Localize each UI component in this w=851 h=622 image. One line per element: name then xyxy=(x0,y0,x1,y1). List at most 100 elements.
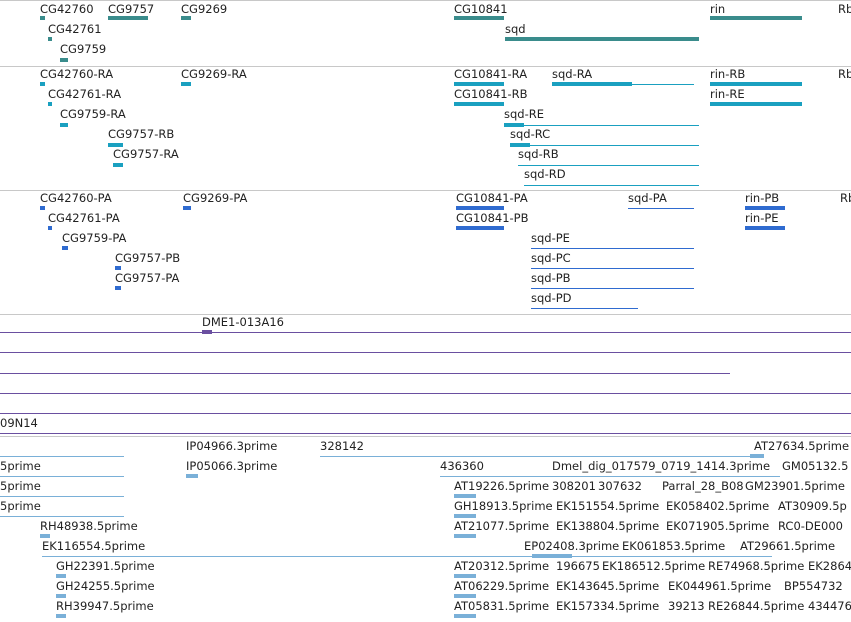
mrna-glyph[interactable] xyxy=(530,145,699,146)
mrna-glyph[interactable] xyxy=(518,165,699,166)
est-label[interactable]: GM05132.5 xyxy=(782,459,849,473)
est-glyph[interactable] xyxy=(0,476,124,477)
protein-label[interactable]: CG9757-PB xyxy=(115,251,181,265)
est-label[interactable]: 39213 xyxy=(668,599,705,613)
est-glyph[interactable] xyxy=(56,594,66,598)
est-label[interactable]: 196675 xyxy=(556,559,600,573)
est-label[interactable]: EK2864 xyxy=(808,559,851,573)
protein-glyph[interactable] xyxy=(628,208,694,209)
protein-label[interactable]: Rb xyxy=(840,191,851,205)
gene-label[interactable]: sqd xyxy=(505,22,526,36)
est-glyph[interactable] xyxy=(454,574,476,578)
est-label[interactable]: AT20312.5prime xyxy=(454,559,550,573)
protein-label[interactable]: CG42761-PA xyxy=(48,211,120,225)
est-label[interactable]: 5prime xyxy=(0,459,41,473)
mrna-label[interactable]: Rb xyxy=(838,67,851,81)
protein-label[interactable]: sqd-PA xyxy=(628,191,667,205)
est-glyph[interactable] xyxy=(0,516,124,517)
protein-glyph[interactable] xyxy=(531,248,694,249)
protein-label[interactable]: rin-PE xyxy=(745,211,779,225)
est-label[interactable]: AT19226.5prime xyxy=(454,479,550,493)
bac-glyph[interactable] xyxy=(0,373,730,374)
est-glyph[interactable] xyxy=(0,456,124,457)
est-label[interactable]: AT29661.5prime xyxy=(740,539,836,553)
mrna-glyph[interactable] xyxy=(108,143,123,147)
bac-glyph[interactable] xyxy=(0,433,851,434)
protein-glyph[interactable] xyxy=(531,308,638,309)
bac-glyph[interactable] xyxy=(0,413,851,414)
protein-glyph[interactable] xyxy=(745,226,785,230)
protein-label[interactable]: CG9759-PA xyxy=(62,231,127,245)
mrna-glyph[interactable] xyxy=(632,84,694,85)
est-glyph[interactable] xyxy=(532,554,572,558)
bac-label[interactable]: 09N14 xyxy=(0,416,38,430)
est-glyph[interactable] xyxy=(56,574,66,578)
est-label[interactable]: EP02408.3prime xyxy=(524,539,620,553)
gene-glyph[interactable] xyxy=(48,37,52,41)
est-label[interactable]: Parral_28_B08 xyxy=(662,479,744,493)
est-label[interactable]: 5prime xyxy=(0,499,41,513)
mrna-label[interactable]: rin-RB xyxy=(710,67,746,81)
protein-glyph[interactable] xyxy=(183,206,191,210)
est-glyph[interactable] xyxy=(320,456,760,457)
est-label[interactable]: EK071905.5prime xyxy=(666,519,770,533)
gene-label[interactable]: CG9759 xyxy=(60,42,107,56)
est-label[interactable]: 434476 xyxy=(808,599,851,613)
est-glyph[interactable] xyxy=(572,556,772,557)
gene-glyph[interactable] xyxy=(505,37,699,41)
mrna-label[interactable]: CG42760-RA xyxy=(40,67,114,81)
est-glyph[interactable] xyxy=(40,534,50,538)
mrna-label[interactable]: CG10841-RB xyxy=(454,87,528,101)
est-label[interactable]: RC0-DE000 xyxy=(778,519,843,533)
protein-label[interactable]: sqd-PC xyxy=(531,251,571,265)
est-label[interactable]: EK151554.5prime xyxy=(556,499,660,513)
est-label[interactable]: 436360 xyxy=(440,459,484,473)
est-glyph[interactable] xyxy=(56,614,66,618)
bac-glyph[interactable] xyxy=(0,393,851,394)
est-label[interactable]: EK116554.5prime xyxy=(42,539,146,553)
est-glyph[interactable] xyxy=(750,454,764,458)
mrna-glyph[interactable] xyxy=(181,82,191,86)
est-label[interactable]: IP05066.3prime xyxy=(186,459,278,473)
est-label[interactable]: GH24255.5prime xyxy=(56,579,155,593)
mrna-label[interactable]: rin-RE xyxy=(710,87,745,101)
est-label[interactable]: RH48938.5prime xyxy=(40,519,138,533)
protein-glyph[interactable] xyxy=(456,226,504,230)
mrna-glyph[interactable] xyxy=(40,82,45,86)
protein-label[interactable]: CG10841-PA xyxy=(456,191,528,205)
protein-glyph[interactable] xyxy=(531,288,694,289)
est-glyph[interactable] xyxy=(440,476,780,477)
gene-label[interactable]: CG42760 xyxy=(40,2,94,16)
mrna-glyph[interactable] xyxy=(552,82,632,86)
est-glyph[interactable] xyxy=(0,496,124,497)
est-label[interactable]: EK138804.5prime xyxy=(556,519,660,533)
gene-label[interactable]: Rb xyxy=(838,2,851,16)
est-glyph[interactable] xyxy=(186,474,198,478)
protein-glyph[interactable] xyxy=(48,226,52,230)
est-label[interactable]: EK044961.5prime xyxy=(668,579,772,593)
est-label[interactable]: 5prime xyxy=(0,479,41,493)
protein-label[interactable]: CG9269-PA xyxy=(183,191,248,205)
protein-label[interactable]: sqd-PE xyxy=(531,231,570,245)
gene-label[interactable]: CG9269 xyxy=(181,2,228,16)
protein-glyph[interactable] xyxy=(115,266,121,270)
est-glyph[interactable] xyxy=(454,514,476,518)
est-label[interactable]: EK186512.5prime xyxy=(602,559,706,573)
bac-glyph[interactable] xyxy=(202,330,212,334)
est-label[interactable]: GH22391.5prime xyxy=(56,559,155,573)
mrna-glyph[interactable] xyxy=(48,102,52,106)
mrna-glyph[interactable] xyxy=(454,82,504,86)
est-label[interactable]: EK061853.5prime xyxy=(622,539,726,553)
gene-label[interactable]: CG42761 xyxy=(48,22,102,36)
bac-glyph[interactable] xyxy=(0,332,851,333)
est-label[interactable]: EK058402.5prime xyxy=(666,499,770,513)
mrna-label[interactable]: CG9269-RA xyxy=(181,67,247,81)
est-label[interactable]: Dmel_dig_017579_0719_1414.3prime xyxy=(552,459,771,473)
est-label[interactable]: RH39947.5prime xyxy=(56,599,154,613)
est-label[interactable]: 328142 xyxy=(320,439,364,453)
est-label[interactable]: AT30909.5p xyxy=(778,499,847,513)
est-glyph[interactable] xyxy=(42,556,532,557)
mrna-glyph[interactable] xyxy=(524,185,699,186)
est-glyph[interactable] xyxy=(454,534,476,538)
protein-label[interactable]: CG42760-PA xyxy=(40,191,112,205)
